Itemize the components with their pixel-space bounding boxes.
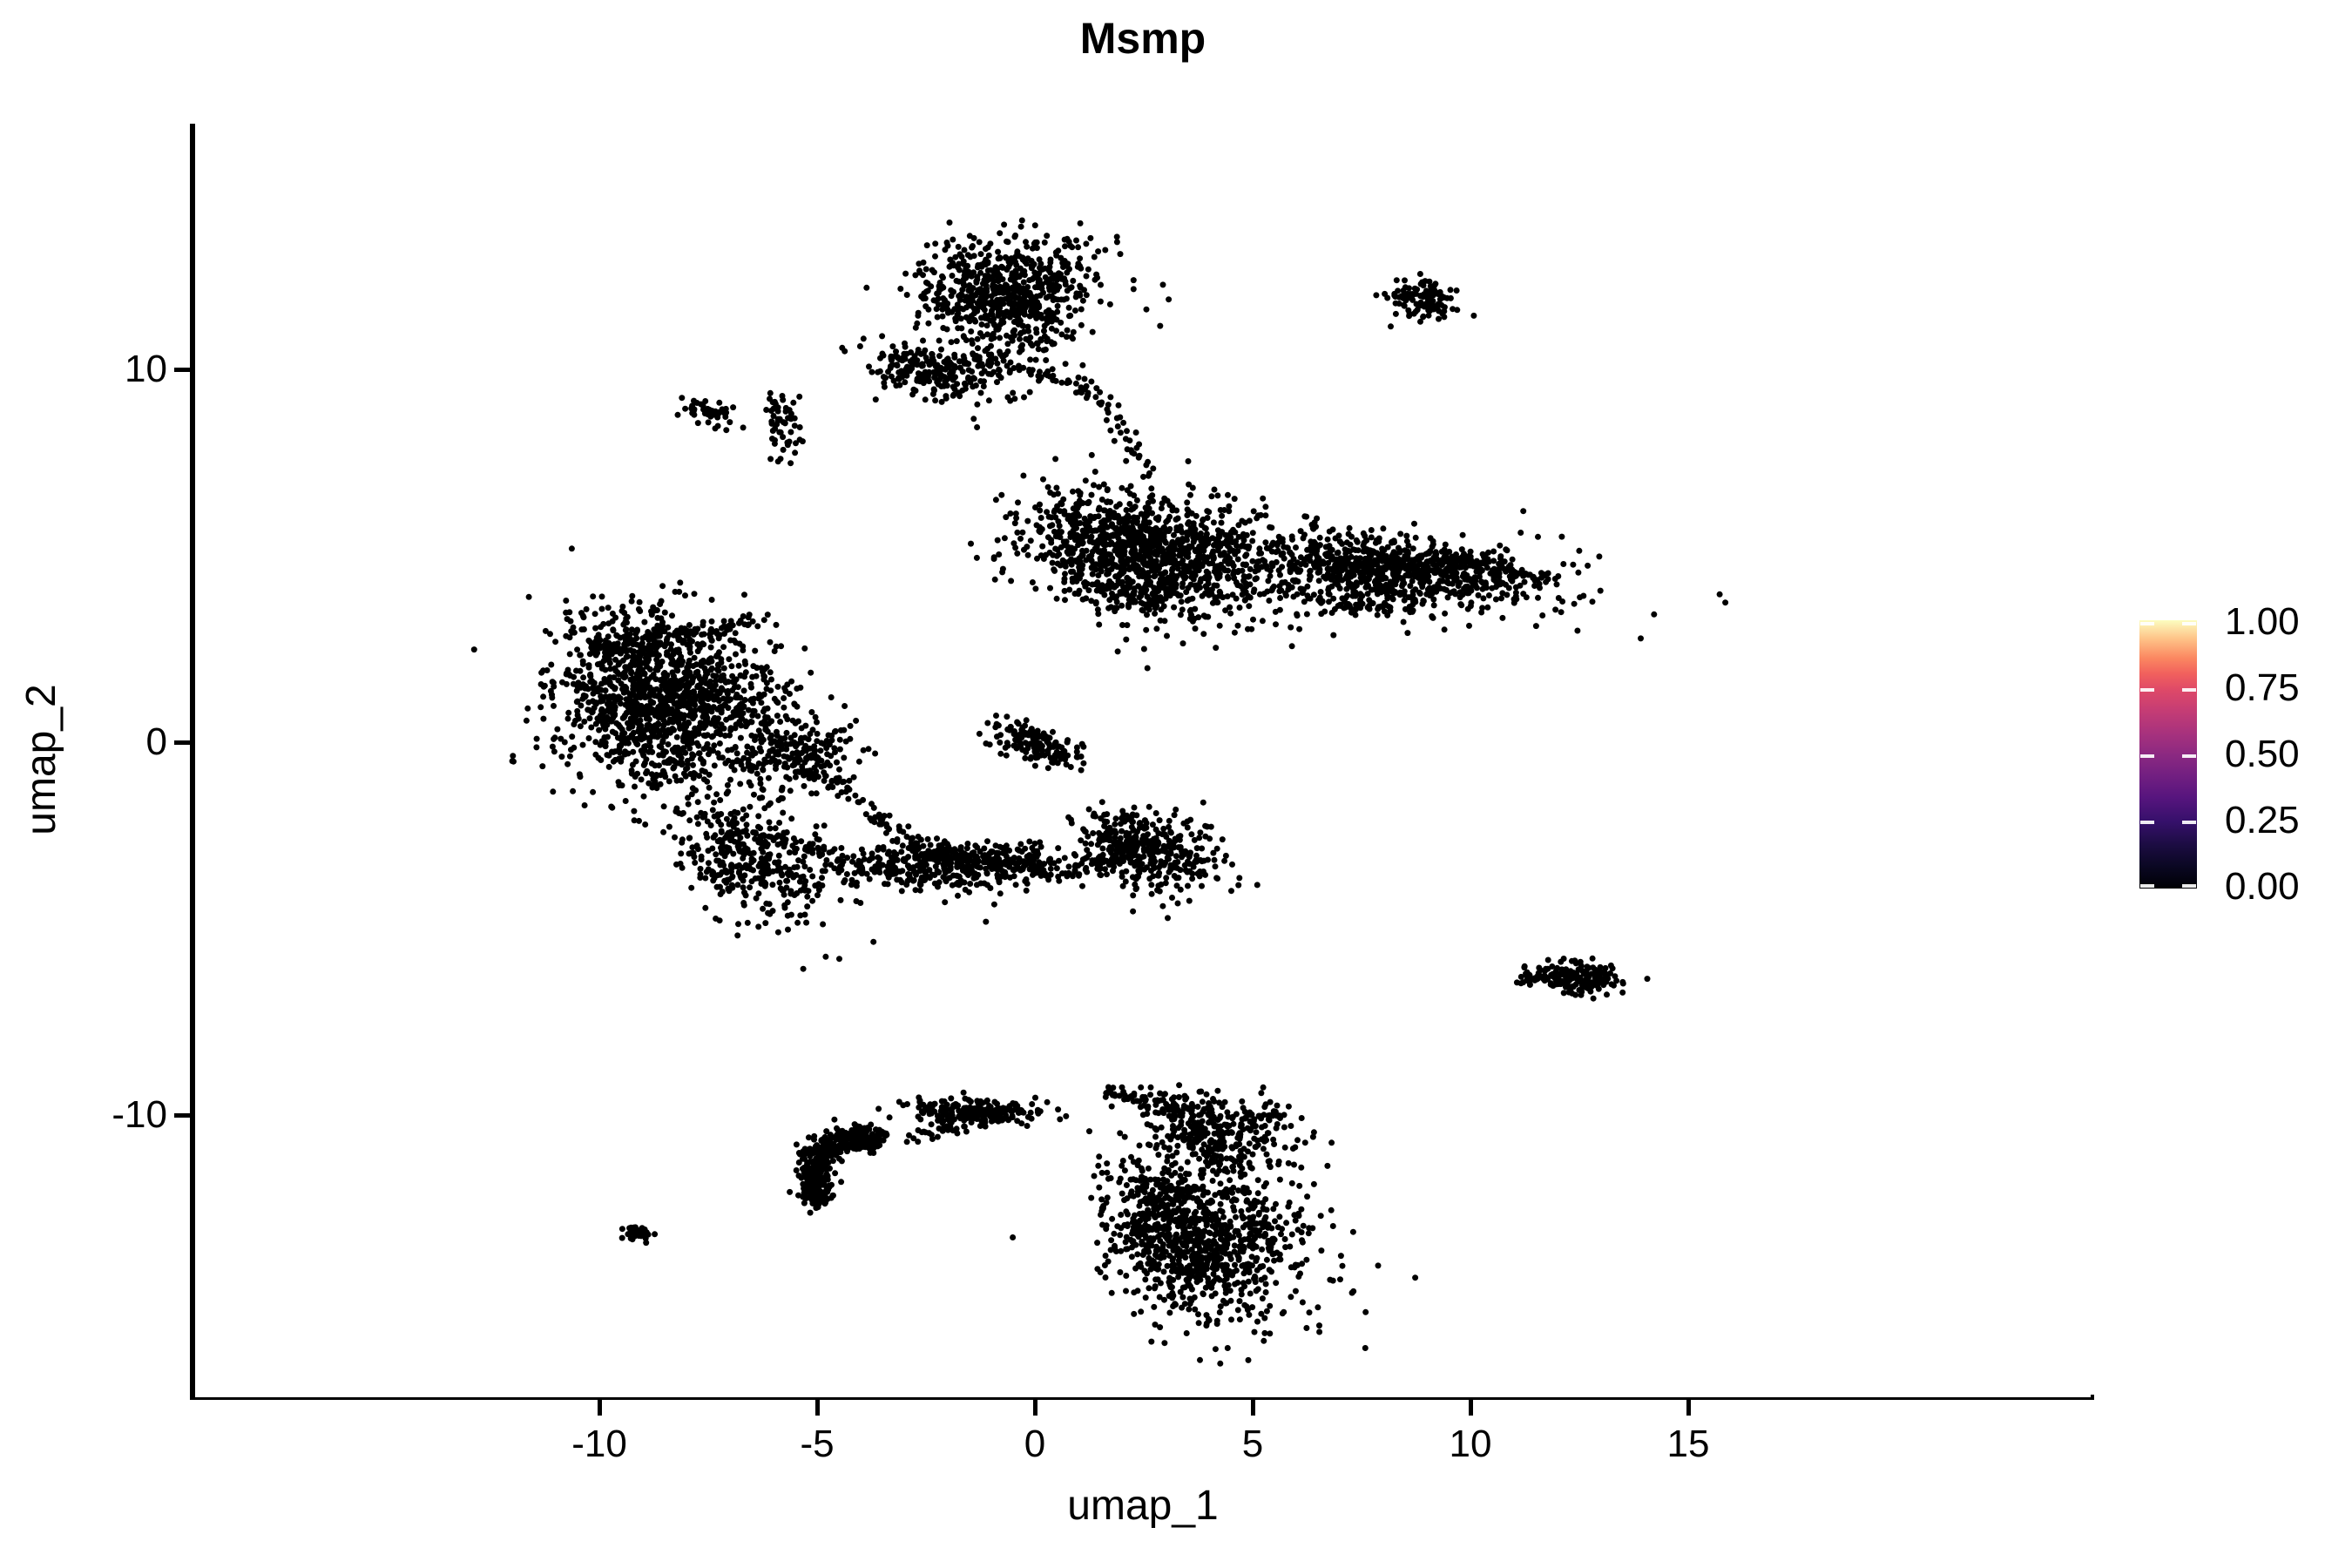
x-tick-label: 0 xyxy=(1024,1423,1046,1465)
y-axis-label: umap_2 xyxy=(18,684,64,835)
colorbar-label-075: 0.75 xyxy=(2225,666,2300,709)
x-tick-mark xyxy=(814,1400,820,1416)
page-title: Msmp xyxy=(1079,14,1206,63)
y-tick-mark xyxy=(174,1112,190,1118)
y-tick-mark xyxy=(174,740,190,745)
colorbar-tick xyxy=(2140,884,2154,888)
x-axis-line xyxy=(190,1395,2094,1400)
colorbar-tick xyxy=(2182,821,2196,824)
colorbar-label-000: 0.00 xyxy=(2225,865,2300,908)
x-axis-label: umap_1 xyxy=(1067,1483,1219,1529)
colorbar-label-025: 0.25 xyxy=(2225,799,2300,841)
y-axis-line xyxy=(190,124,195,1400)
x-tick-mark xyxy=(1468,1400,1473,1416)
x-tick-mark xyxy=(1686,1400,1691,1416)
scatter-points-layer xyxy=(470,217,1729,1367)
colorbar-legend: 1.00 0.75 0.50 0.25 0.00 xyxy=(2139,600,2349,908)
y-tick-label: -10 xyxy=(112,1093,167,1136)
x-tick-mark xyxy=(597,1400,602,1416)
x-tick-mark xyxy=(1250,1400,1255,1416)
x-tick-label: -5 xyxy=(800,1423,835,1465)
y-tick-label: 10 xyxy=(125,348,167,390)
colorbar-tick xyxy=(2140,622,2154,625)
colorbar-tick xyxy=(2182,884,2196,888)
x-tick-label: -10 xyxy=(571,1423,627,1465)
colorbar-tick xyxy=(2140,688,2154,692)
y-tick-label: 0 xyxy=(145,720,167,763)
y-tick-mark xyxy=(174,367,190,372)
x-tick-label: 5 xyxy=(1241,1423,1264,1465)
x-tick-label: 10 xyxy=(1449,1423,1492,1465)
colorbar-tick xyxy=(2140,821,2154,824)
colorbar-tick xyxy=(2182,688,2196,692)
colorbar-gradient xyxy=(2139,620,2197,889)
colorbar-label-050: 0.50 xyxy=(2225,733,2300,775)
colorbar-tick xyxy=(2182,754,2196,758)
x-tick-label: 15 xyxy=(1666,1423,1710,1465)
colorbar-tick xyxy=(2140,754,2154,758)
colorbar-label-100: 1.00 xyxy=(2225,600,2300,643)
plot-panel xyxy=(195,124,2091,1397)
colorbar-tick xyxy=(2182,622,2196,625)
x-tick-mark xyxy=(1032,1400,1037,1416)
